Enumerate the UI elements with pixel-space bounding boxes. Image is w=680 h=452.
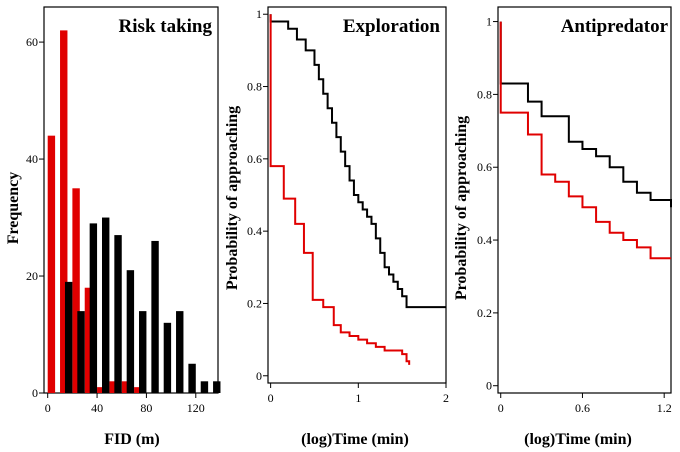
y-tick-label: 40 [26, 152, 38, 166]
y-tick-label: 0.8 [247, 80, 262, 94]
x-axis-label: (log)Time (min) [524, 431, 632, 448]
y-tick-label: 0.4 [247, 224, 262, 238]
chart-title: Risk taking [119, 16, 213, 37]
panel-exploration: 0 1 2 0 0.2 0.4 0.6 0.8 1 Exploration (log)Time … [224, 6, 449, 448]
x-axis-label: FID (m) [104, 431, 160, 448]
x-tick-label: 0 [268, 391, 274, 405]
y-axis-label: Probability of approaching [224, 106, 241, 290]
bar-marks [47, 30, 221, 393]
y-tick-label: 0 [32, 386, 38, 400]
x-tick-label: 2 [443, 391, 449, 405]
series-line-red [499, 21, 671, 260]
survival-lines [499, 21, 672, 260]
x-tick-label: 120 [187, 401, 205, 415]
x-tick-label: 80 [140, 401, 152, 415]
series-line-red [269, 14, 411, 365]
y-tick-label: 0.4 [477, 233, 492, 247]
bar-black [200, 381, 209, 393]
series-line-black [269, 14, 446, 309]
y-tick-label: 20 [26, 269, 38, 283]
x-tick-label: 40 [91, 401, 103, 415]
tick-marks: 0 0.6 1.2 0 0.2 0.4 0.6 0.8 1 [477, 15, 672, 415]
bar-black [126, 270, 135, 393]
tick-marks: 0 1 2 0 0.2 0.4 0.6 0.8 1 [247, 7, 449, 405]
bar-red [134, 387, 142, 393]
series-line-black [499, 21, 672, 208]
y-tick-label: 0.8 [477, 87, 492, 101]
bar-red [47, 135, 56, 393]
panel-antipredator: 0 0.6 1.2 0 0.2 0.4 0.6 0.8 1 Antipredator (log)… [453, 6, 672, 448]
bar-black [64, 281, 73, 393]
bar-black [139, 311, 147, 393]
bar-black [188, 363, 196, 393]
bar-red [97, 387, 105, 393]
bar-red [121, 381, 130, 393]
y-tick-label: 0.2 [477, 306, 492, 320]
y-axis-label: Probability of approaching [453, 116, 470, 300]
y-tick-label: 0 [256, 369, 262, 383]
y-tick-label: 0 [486, 379, 492, 393]
y-tick-label: 1 [486, 15, 492, 29]
survival-lines [269, 14, 446, 365]
x-tick-label: 1 [355, 391, 361, 405]
bar-black [151, 240, 159, 393]
bar-red [109, 381, 117, 393]
panel-risk-taking: 0 40 80 120 0 20 40 60 Risk taking FID (m) Freq… [5, 6, 221, 448]
bar-black [89, 223, 98, 393]
tick-marks: 0 40 80 120 0 20 40 60 [26, 35, 205, 415]
bar-red [84, 287, 93, 393]
plot-frame [267, 6, 447, 384]
y-tick-label: 0.6 [477, 160, 492, 174]
bar-black [176, 311, 184, 393]
bar-black [163, 322, 172, 393]
bar-black [213, 381, 221, 393]
x-tick-label: 0 [45, 401, 51, 415]
plot-frame [497, 6, 672, 394]
bar-red [60, 30, 68, 393]
bar-black [102, 217, 110, 393]
x-tick-label: 1.2 [657, 401, 672, 415]
x-axis-label: (log)Time (min) [301, 431, 409, 448]
x-tick-label: 0 [498, 401, 504, 415]
y-tick-label: 0.2 [247, 296, 262, 310]
bar-black [77, 311, 85, 393]
bar-red [72, 188, 80, 393]
x-tick-label: 0.6 [575, 401, 590, 415]
bar-black [114, 235, 122, 393]
y-axis-label: Frequency [5, 172, 22, 245]
chart-title: Exploration [343, 16, 441, 37]
y-tick-label: 60 [26, 35, 38, 49]
y-tick-label: 0.6 [247, 152, 262, 166]
chart-title: Antipredator [561, 16, 669, 37]
y-tick-label: 1 [256, 7, 262, 21]
